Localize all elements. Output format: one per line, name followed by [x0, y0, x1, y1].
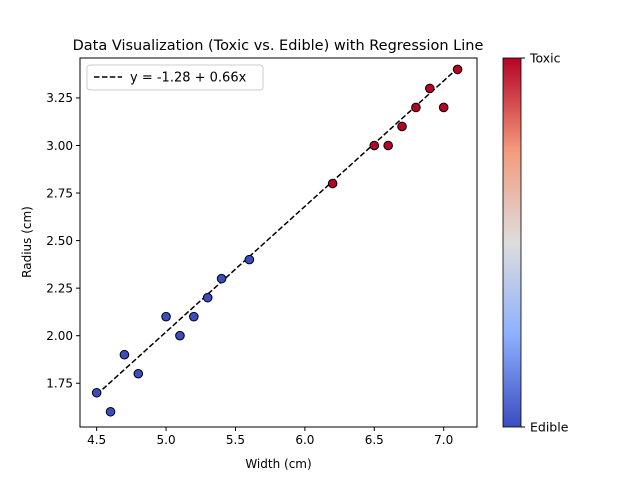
point-toxic — [425, 83, 435, 94]
scatter-points — [91, 64, 463, 417]
legend-box — [86, 64, 264, 91]
x-axis-label: Width (cm) — [245, 457, 311, 471]
legend: y = -1.28 + 0.66x — [86, 64, 264, 91]
x-tick-label: 6.0 — [295, 433, 314, 447]
point-edible — [105, 406, 116, 417]
y-tick-label: 2.50 — [46, 234, 73, 248]
point-edible — [244, 254, 255, 265]
legend-entry: y = -1.28 + 0.66x — [130, 71, 247, 86]
x-tick-label: 5.5 — [226, 433, 245, 447]
y-tick-label: 1.75 — [46, 377, 73, 391]
y-tick-label: 2.25 — [46, 281, 73, 295]
y-axis-label: Radius (cm) — [20, 206, 34, 278]
point-toxic — [383, 140, 393, 151]
point-edible — [189, 311, 199, 322]
point-edible — [216, 273, 227, 284]
plot-area — [79, 57, 478, 428]
y-tick-label: 2.00 — [46, 329, 73, 343]
point-toxic — [411, 102, 421, 113]
point-edible — [202, 292, 213, 303]
axis-ticks: 4.5 5.0 5.5 6.0 6.5 7.0 1.75 2.00 2.25 2.50 2.75 3.… — [46, 91, 453, 447]
point-toxic — [452, 64, 463, 75]
point-edible — [175, 330, 185, 341]
regression-line — [96, 67, 459, 396]
colorbar-label-low: Edible — [530, 420, 569, 435]
y-tick-label: 3.00 — [46, 139, 73, 153]
point-toxic — [369, 140, 380, 151]
point-toxic — [397, 121, 407, 132]
x-tick-label: 7.0 — [434, 433, 453, 447]
y-tick-label: 2.75 — [46, 186, 73, 200]
x-tick-label: 4.5 — [87, 433, 106, 447]
x-tick-label: 5.0 — [157, 433, 176, 447]
y-tick-label: 3.25 — [46, 91, 73, 105]
colorbar-gradient — [502, 57, 522, 428]
colorbar: Toxic Edible — [502, 51, 569, 435]
point-edible — [133, 368, 144, 379]
chart-title: Data Visualization (Toxic vs. Edible) wi… — [73, 38, 484, 54]
colorbar-label-high: Toxic — [529, 51, 561, 66]
point-toxic — [438, 102, 449, 113]
point-edible — [161, 311, 171, 322]
point-edible — [119, 349, 130, 360]
x-tick-label: 6.5 — [365, 433, 384, 447]
point-toxic — [327, 178, 338, 189]
regression-line-layer — [96, 67, 459, 396]
point-edible — [91, 387, 102, 398]
